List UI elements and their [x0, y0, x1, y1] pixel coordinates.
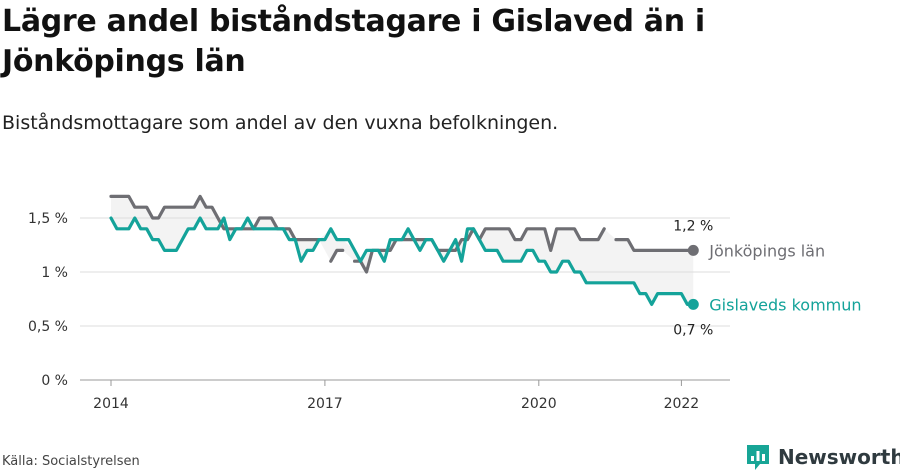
series-name-label: Gislaveds kommun	[709, 295, 861, 314]
series-end-dot	[687, 298, 699, 310]
series-line-jonkoping	[614, 238, 695, 252]
x-tick-label: 2014	[93, 396, 129, 412]
x-tick-label: 2020	[521, 396, 557, 412]
y-tick-label: 0,5 %	[28, 319, 68, 335]
source-note: Källa: Socialstyrelsen	[2, 454, 140, 469]
x-tick-label: 2017	[307, 396, 343, 412]
series-line-gislaved	[109, 216, 695, 306]
y-tick-label: 1 %	[41, 265, 68, 281]
y-tick-label: 1,5 %	[28, 211, 68, 227]
brand-name: Newsworthy	[778, 445, 900, 469]
chart-subtitle: Biståndsmottagare som andel av den vuxna…	[2, 112, 559, 134]
chart-title: Lägre andel biståndstagare i Gislaved än…	[2, 4, 705, 79]
line-chart: 0 % 0,5 % 1 % 1,5 % 2014 2017 2020 2022 Jönköpin…	[28, 194, 862, 412]
newsworthy-logo-icon	[747, 445, 769, 470]
series-end-dot	[687, 244, 699, 256]
series-name-label: Jönköpings län	[708, 241, 825, 260]
series-value-label: 1,2 %	[673, 218, 713, 234]
y-tick-label: 0 %	[41, 373, 68, 389]
series-line-jonkoping	[329, 248, 345, 263]
series-value-label: 0,7 %	[673, 322, 713, 338]
brand-logo[interactable]: Newsworthy	[746, 442, 900, 472]
difference-band	[111, 196, 694, 305]
x-tick-label: 2022	[664, 396, 700, 412]
